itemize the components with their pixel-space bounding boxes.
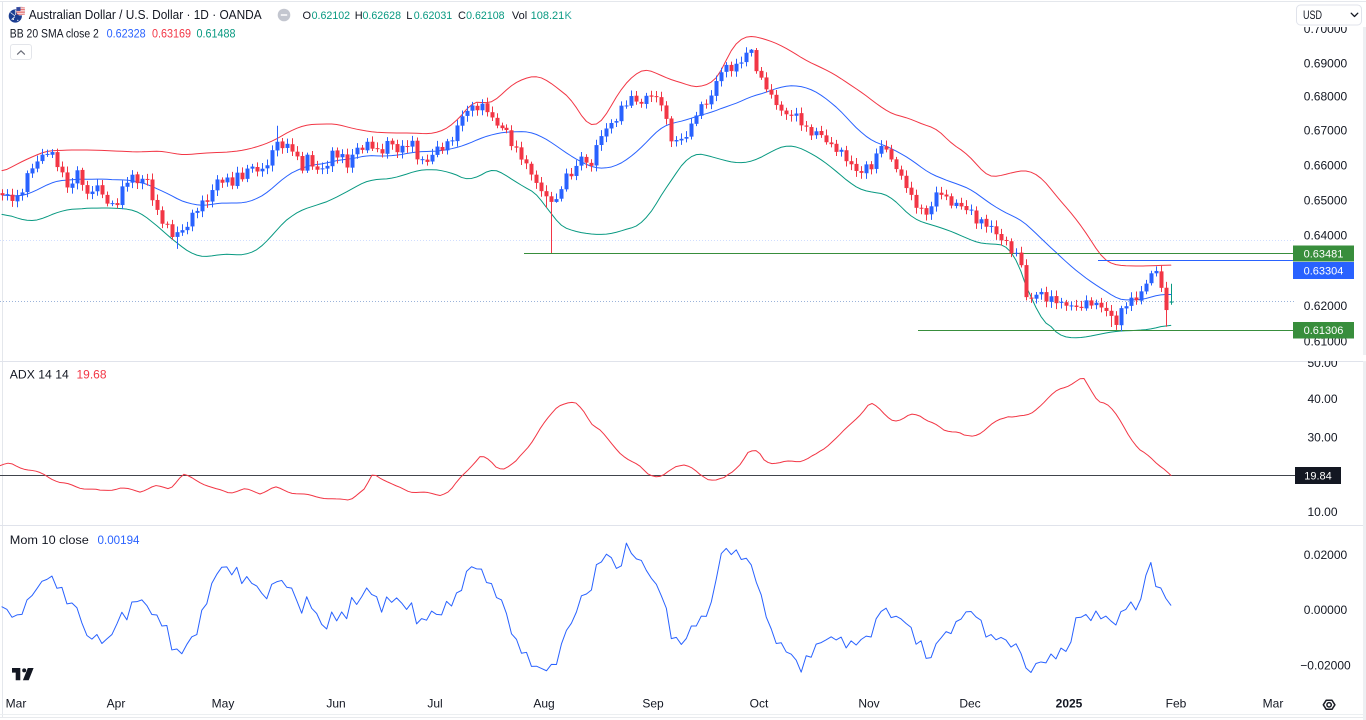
svg-text:Oct: Oct [750,697,769,711]
svg-text:2025: 2025 [1056,697,1083,711]
svg-text:Mar: Mar [6,697,27,711]
svg-text:0.67000: 0.67000 [1304,124,1348,138]
svg-text:May: May [212,697,235,711]
svg-text:Feb: Feb [1166,697,1187,711]
svg-text:BB 20 SMA close 2: BB 20 SMA close 2 [10,29,99,41]
svg-text:K: K [565,10,573,22]
svg-text:0.65000: 0.65000 [1304,194,1348,208]
svg-text:0.62328: 0.62328 [107,29,146,41]
svg-text:0.00000: 0.00000 [1304,603,1348,617]
svg-text:H: H [355,10,363,22]
svg-text:0.62031: 0.62031 [414,10,453,22]
svg-text:0.68000: 0.68000 [1304,90,1348,104]
svg-text:0.61488: 0.61488 [197,29,236,41]
svg-text:−0.02000: −0.02000 [1300,659,1351,673]
svg-text:0.63169: 0.63169 [152,29,191,41]
svg-text:10.00: 10.00 [1307,505,1337,519]
svg-text:0.00194: 0.00194 [98,535,141,547]
svg-text:Mom 10 close: Mom 10 close [10,535,89,547]
svg-text:Sep: Sep [642,697,664,711]
svg-text:L: L [406,10,412,22]
svg-text:0.62628: 0.62628 [363,10,402,22]
svg-text:40.00: 40.00 [1307,392,1337,406]
svg-text:0.69000: 0.69000 [1304,57,1348,71]
svg-text:Nov: Nov [858,697,879,711]
svg-text:Vol: Vol [512,10,527,22]
svg-text:O: O [303,10,312,22]
svg-text:Dec: Dec [959,697,980,711]
svg-text:0.66000: 0.66000 [1304,159,1348,173]
svg-text:0.62000: 0.62000 [1304,299,1348,313]
svg-text:0.63304: 0.63304 [1304,265,1344,277]
svg-text:0.62102: 0.62102 [312,10,351,22]
svg-text:19.84: 19.84 [1304,470,1332,482]
svg-text:19.68: 19.68 [77,370,107,382]
svg-text:0.64000: 0.64000 [1304,229,1348,243]
svg-text:0.61306: 0.61306 [1304,325,1344,337]
svg-text:Australian Dollar / U.S. Dolla: Australian Dollar / U.S. Dollar · 1D · O… [29,7,262,22]
svg-text:0.62108: 0.62108 [466,10,505,22]
svg-text:Jun: Jun [326,697,345,711]
svg-text:Jul: Jul [427,697,442,711]
svg-text:ADX 14 14: ADX 14 14 [10,370,70,382]
svg-text:30.00: 30.00 [1307,431,1337,445]
svg-text:Aug: Aug [533,697,554,711]
svg-text:0.02000: 0.02000 [1304,548,1348,562]
svg-text:Mar: Mar [1263,697,1284,711]
svg-text:USD: USD [1303,10,1322,22]
svg-text:0.63481: 0.63481 [1304,248,1344,260]
svg-text:108.21: 108.21 [531,10,565,22]
svg-text:Apr: Apr [107,697,126,711]
svg-text:C: C [458,10,466,22]
